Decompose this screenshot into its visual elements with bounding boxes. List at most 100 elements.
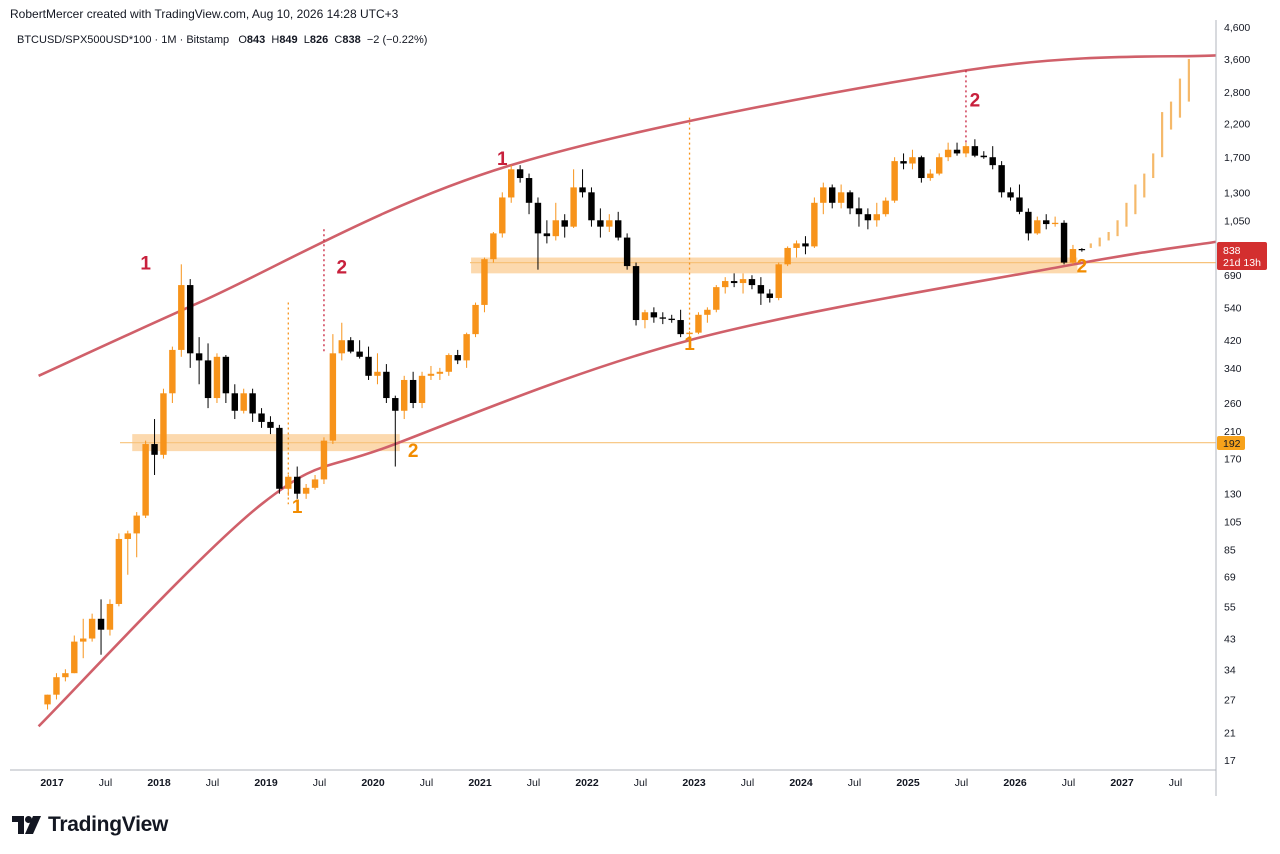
candle[interactable] <box>579 169 586 198</box>
candle[interactable] <box>178 264 185 357</box>
candle[interactable] <box>998 161 1005 198</box>
candle[interactable] <box>953 142 961 156</box>
candle[interactable] <box>311 474 319 490</box>
candle[interactable] <box>97 599 105 655</box>
candle[interactable] <box>195 337 203 385</box>
candle[interactable] <box>1016 184 1023 215</box>
cycle-label-4[interactable]: 2 <box>970 91 981 112</box>
candle[interactable] <box>927 169 934 181</box>
candle[interactable] <box>900 153 907 170</box>
candle[interactable] <box>802 236 809 255</box>
candle[interactable] <box>944 142 952 162</box>
candle[interactable] <box>365 346 372 380</box>
candle[interactable] <box>472 302 479 338</box>
candle[interactable] <box>980 151 988 159</box>
candle[interactable] <box>151 419 158 475</box>
candle[interactable] <box>525 173 533 215</box>
cycle-label-6[interactable]: 2 <box>408 441 419 462</box>
candle[interactable] <box>88 613 96 642</box>
candle[interactable] <box>891 157 898 203</box>
channel-upper-curve[interactable] <box>38 54 1216 377</box>
candle[interactable] <box>739 273 747 294</box>
candle[interactable] <box>668 314 675 323</box>
candle[interactable] <box>293 466 301 499</box>
candle[interactable] <box>534 197 542 270</box>
candle[interactable] <box>543 220 551 244</box>
candle[interactable] <box>160 388 167 459</box>
candle[interactable] <box>855 197 863 227</box>
candle[interactable] <box>169 346 176 403</box>
candle[interactable] <box>267 416 274 435</box>
candle[interactable] <box>588 187 595 227</box>
candle[interactable] <box>846 190 854 215</box>
candle[interactable] <box>686 331 693 338</box>
candle[interactable] <box>302 484 310 499</box>
candle[interactable] <box>614 211 622 241</box>
candle[interactable] <box>507 165 515 203</box>
candle[interactable] <box>971 139 979 158</box>
cycle-label-1[interactable]: 1 <box>140 254 151 275</box>
candle[interactable] <box>784 246 791 267</box>
cycle-label-5[interactable]: 1 <box>292 497 303 518</box>
candle[interactable] <box>730 273 738 288</box>
candle[interactable] <box>793 240 800 258</box>
candle[interactable] <box>62 669 69 682</box>
channel-lower-curve[interactable] <box>37 240 1216 728</box>
level-price-badge[interactable]: 192 <box>1217 436 1245 450</box>
candle[interactable] <box>811 197 818 248</box>
candle[interactable] <box>1042 214 1050 230</box>
candle[interactable] <box>597 208 604 238</box>
candle[interactable] <box>53 673 60 700</box>
candle[interactable] <box>445 353 453 376</box>
candle[interactable] <box>837 184 845 209</box>
candle[interactable] <box>704 307 711 323</box>
candle[interactable] <box>463 332 470 368</box>
candle[interactable] <box>561 214 568 238</box>
candle[interactable] <box>1060 220 1068 265</box>
candle[interactable] <box>249 388 256 422</box>
candle[interactable] <box>748 275 756 290</box>
candle[interactable] <box>392 395 399 467</box>
candle[interactable] <box>641 309 649 329</box>
candle[interactable] <box>721 277 729 294</box>
candle[interactable] <box>632 262 640 326</box>
candle[interactable] <box>1007 187 1014 201</box>
candle[interactable] <box>338 322 346 361</box>
candle[interactable] <box>383 364 390 403</box>
candle[interactable] <box>285 474 292 496</box>
cycle-label-2[interactable]: 2 <box>337 257 348 278</box>
support-zone-2[interactable] <box>471 257 1078 274</box>
tradingview-branding[interactable]: TradingView <box>12 812 168 838</box>
candle[interactable] <box>918 155 925 183</box>
candle[interactable] <box>989 146 996 170</box>
candle[interactable] <box>552 202 560 241</box>
cycle-label-7[interactable]: 1 <box>684 334 695 355</box>
candle[interactable] <box>864 208 872 230</box>
candle[interactable] <box>1034 216 1041 235</box>
candle[interactable] <box>240 388 247 414</box>
candle[interactable] <box>659 312 667 325</box>
candle[interactable] <box>570 169 577 228</box>
candle[interactable] <box>713 285 720 313</box>
candle[interactable] <box>106 599 114 636</box>
candle[interactable] <box>695 312 702 335</box>
candle[interactable] <box>79 618 87 659</box>
candle[interactable] <box>1078 248 1086 252</box>
candle[interactable] <box>481 257 488 313</box>
candle[interactable] <box>757 277 765 305</box>
candle[interactable] <box>1051 216 1059 227</box>
candle[interactable] <box>231 384 239 420</box>
candle[interactable] <box>186 279 194 368</box>
candle[interactable] <box>409 371 417 409</box>
cycle-label-8[interactable]: 2 <box>1077 256 1088 277</box>
candle[interactable] <box>44 694 51 710</box>
candle[interactable] <box>499 192 506 238</box>
candle[interactable] <box>222 355 230 403</box>
candle[interactable] <box>276 424 283 494</box>
candle[interactable] <box>133 512 140 558</box>
candle[interactable] <box>320 437 328 485</box>
candle[interactable] <box>427 365 435 380</box>
candle[interactable] <box>606 214 613 233</box>
candle[interactable] <box>677 309 684 338</box>
